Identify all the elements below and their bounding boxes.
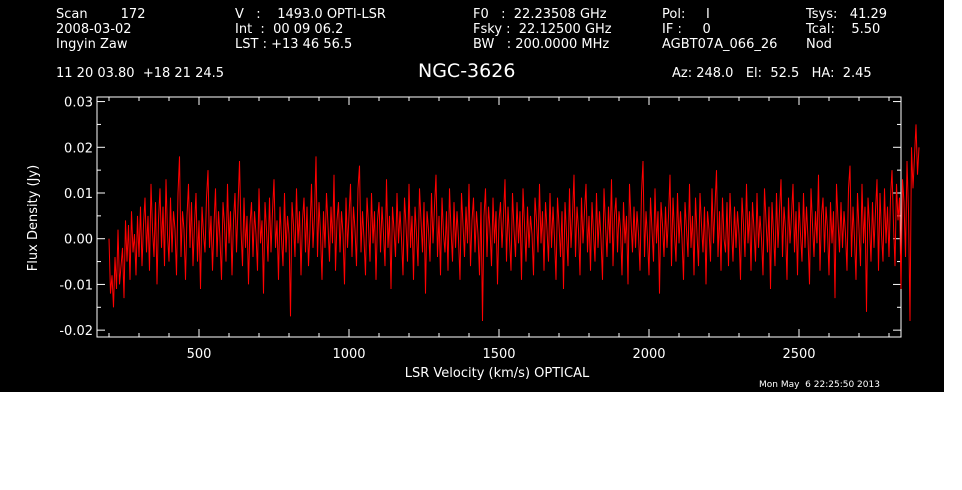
x-tick-label: 1500: [482, 347, 515, 362]
scan-number: Scan 172: [56, 7, 146, 22]
y-tick-label: -0.01: [59, 278, 93, 293]
timestamp: Mon May 6 22:25:50 2013: [759, 380, 880, 390]
spectrum-trace-group: [108, 124, 920, 322]
cal-temperature: Tcal: 5.50: [806, 22, 881, 37]
switching-mode: Nod: [806, 37, 832, 52]
x-tick-label: 500: [187, 347, 212, 362]
integration-time: Int : 00 09 06.2: [235, 22, 344, 37]
y-tick-label: -0.02: [59, 324, 93, 339]
axes: 500 1000 1500 2000 2500 -0.02 -0.01 0.00 0.01 0.0…: [59, 96, 902, 362]
x-tick-label: 2500: [782, 347, 815, 362]
spectrum-line: [108, 124, 920, 322]
x-axis-label: LSR Velocity (km/s) OPTICAL: [405, 366, 590, 381]
source-coordinates: 11 20 03.80 +18 21 24.5: [56, 66, 225, 81]
chart-title: NGC-3626: [418, 60, 516, 82]
pointing-info: Az: 248.0 El: 52.5 HA: 2.45: [672, 66, 872, 81]
spectrum-chart: 500 1000 1500 2000 2500 -0.02 -0.01 0.00 0.01 0.0…: [26, 96, 920, 381]
lst-info: LST : +13 46 56.5: [235, 37, 353, 52]
y-tick-label: 0.02: [64, 141, 93, 156]
x-tick-label: 1000: [332, 347, 365, 362]
sky-frequency: Fsky : 22.12500 GHz: [473, 22, 612, 37]
y-tick-label: 0.03: [64, 96, 93, 111]
system-temperature: Tsys: 41.29: [806, 7, 888, 22]
plot-panel: Scan 172 2008-03-02 Ingyin Zaw V : 1493.…: [0, 0, 944, 392]
y-tick-label: 0.00: [64, 233, 93, 248]
bandwidth: BW : 200.0000 MHz: [473, 37, 610, 52]
y-tick-label: 0.01: [64, 187, 93, 202]
observer-name: Ingyin Zaw: [56, 37, 128, 52]
y-axis-label: Flux Density (Jy): [26, 165, 41, 271]
rest-frequency: F0 : 22.23508 GHz: [473, 7, 607, 22]
if-number: IF : 0: [662, 22, 711, 37]
x-tick-label: 2000: [632, 347, 665, 362]
observation-date: 2008-03-02: [56, 22, 132, 37]
project-id: AGBT07A_066_26: [662, 37, 778, 52]
velocity-info: V : 1493.0 OPTI-LSR: [235, 7, 386, 22]
polarization: Pol: I: [662, 7, 710, 22]
